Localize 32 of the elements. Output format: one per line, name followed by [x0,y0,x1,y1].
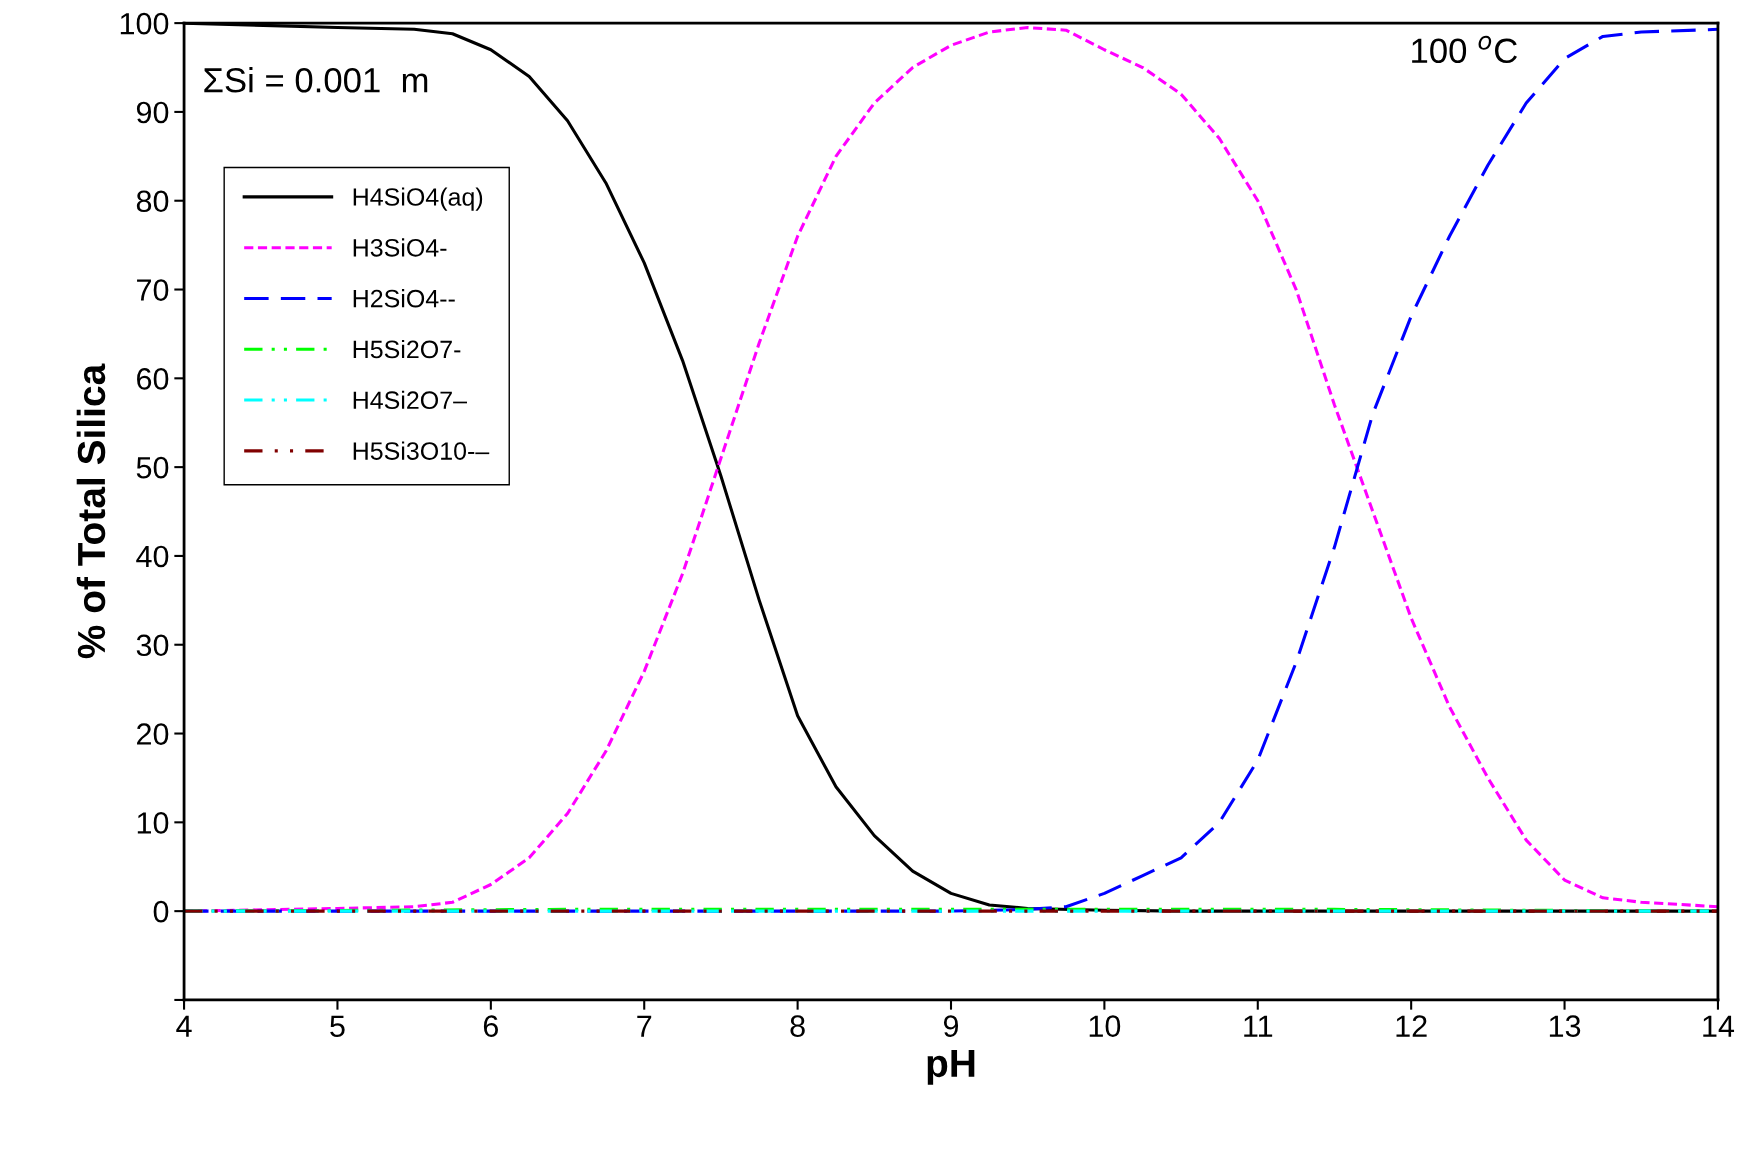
x-tick-label: 13 [1549,1015,1581,1037]
x-tick-label: 12 [1396,1015,1427,1037]
annotation: 100 $^{o}$C [1412,35,1517,64]
legend-label: H5Si2O7- [353,339,461,359]
y-tick-label: 10 [137,812,169,834]
legend-label: H2SiO4-- [353,289,455,308]
y-tick-label: 20 [137,723,169,745]
legend-label: H5Si3O10-– [353,441,490,460]
x-tick-label: 7 [637,1015,652,1037]
y-tick-label: 0 [153,900,169,923]
y-tick-label: 60 [137,368,169,390]
x-tick-label: 10 [1089,1015,1121,1037]
annotation: ΣSi = 0.001 m [204,67,428,93]
x-axis-title: pH [927,1049,975,1085]
y-tick-label: 40 [136,545,169,568]
legend-label: H4Si2O7– [353,390,468,410]
x-tick-label: 14 [1703,1015,1735,1037]
y-tick-label: 70 [137,279,169,301]
legend-label: H3SiO4- [353,238,447,257]
x-tick-label: 6 [483,1015,498,1037]
y-tick-label: 50 [136,456,169,479]
x-tick-label: 4 [176,1015,192,1037]
x-tick-label: 11 [1244,1015,1273,1037]
x-tick-label: 9 [943,1015,959,1037]
y-tick-label: 100 [120,12,169,35]
legend-label: H4SiO4(aq) [353,187,483,211]
y-tick-label: 80 [136,190,169,213]
y-axis-title: % of Total Silica [76,363,106,659]
y-tick-label: 90 [136,101,169,124]
y-tick-label: 30 [136,634,169,657]
x-tick-label: 5 [330,1015,345,1037]
x-tick-label: 8 [790,1015,805,1037]
